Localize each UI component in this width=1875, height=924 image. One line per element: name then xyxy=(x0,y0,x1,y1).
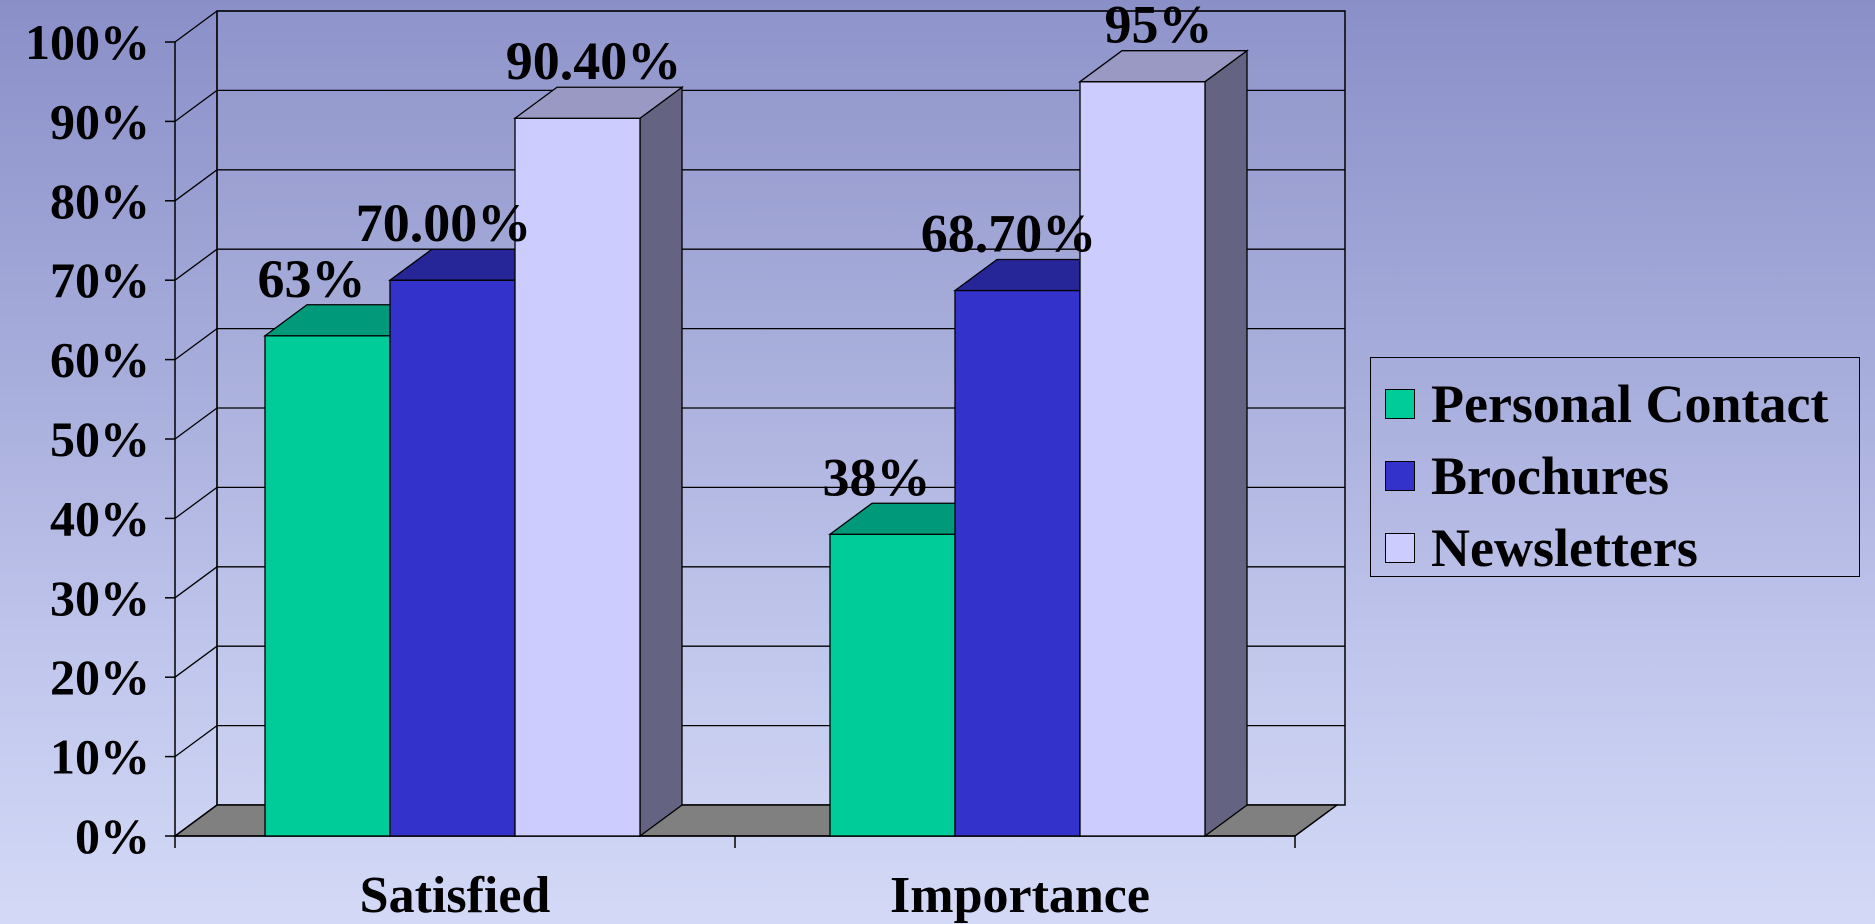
bar-chart: 0% 10% 20% 30% 40% 50% 60% 70% 80% 90% 100% 63%70.0… xyxy=(25,0,1346,924)
bar-brochures-satisfied xyxy=(389,279,516,837)
y-tick-label: 40% xyxy=(50,490,150,546)
data-label-brochures-importance: 68.70% xyxy=(921,204,1097,264)
legend-item-personal-contact: Personal Contact xyxy=(1385,368,1859,440)
side-gridline xyxy=(174,248,218,281)
side-gridline xyxy=(174,645,218,678)
y-tick-label: 100% xyxy=(25,14,150,70)
side-gridline xyxy=(174,486,218,519)
bar-newsletters-satisfied-side xyxy=(639,85,683,838)
y-tick-label: 0% xyxy=(75,808,150,864)
bar-newsletters-importance-side xyxy=(1204,49,1248,838)
y-tick-label: 70% xyxy=(50,252,150,308)
side-gridline xyxy=(174,10,218,43)
side-gridline xyxy=(174,169,218,202)
data-label-personal-contact-satisfied: 63% xyxy=(258,249,366,309)
bar-brochures-importance xyxy=(954,289,1081,837)
bar-newsletters-satisfied xyxy=(514,117,641,837)
y-tick-label: 90% xyxy=(50,93,150,149)
legend-item-brochures: Brochures xyxy=(1385,440,1859,512)
legend-label-brochures: Brochures xyxy=(1431,446,1670,506)
legend-swatch-newsletters xyxy=(1385,533,1415,563)
y-tick-label: 10% xyxy=(50,729,150,785)
y-tick-label: 30% xyxy=(50,570,150,626)
y-tick-label: 60% xyxy=(50,332,150,388)
y-tick-label: 80% xyxy=(50,173,150,229)
side-gridline xyxy=(174,725,218,758)
legend-label-newsletters: Newsletters xyxy=(1431,518,1698,578)
legend-item-newsletters: Newsletters xyxy=(1385,512,1859,584)
x-category-label-importance: Importance xyxy=(890,867,1150,924)
x-category-label-satisfied: Satisfied xyxy=(360,867,551,924)
bar-newsletters-importance xyxy=(1079,81,1206,837)
side-gridline xyxy=(174,407,218,440)
legend-swatch-brochures xyxy=(1385,461,1415,491)
data-label-newsletters-satisfied: 90.40% xyxy=(506,31,682,91)
side-gridline xyxy=(174,328,218,361)
data-label-newsletters-importance: 95% xyxy=(1105,0,1213,55)
data-label-personal-contact-importance: 38% xyxy=(823,447,931,507)
side-gridline xyxy=(174,566,218,599)
bar-personal-contact-importance xyxy=(829,533,956,837)
legend: Personal Contact Brochures Newsletters xyxy=(1370,357,1860,577)
bar-newsletters-importance-top xyxy=(1078,50,1249,83)
legend-swatch-personal-contact xyxy=(1385,389,1415,419)
y-tick-label: 20% xyxy=(50,649,150,705)
y-tick-label: 50% xyxy=(50,411,150,467)
side-gridline xyxy=(174,804,218,837)
data-label-brochures-satisfied: 70.00% xyxy=(356,193,532,253)
bar-personal-contact-satisfied xyxy=(264,335,391,837)
legend-label-personal-contact: Personal Contact xyxy=(1431,374,1829,434)
bar-newsletters-satisfied-top xyxy=(513,86,684,119)
side-gridline xyxy=(174,89,218,122)
